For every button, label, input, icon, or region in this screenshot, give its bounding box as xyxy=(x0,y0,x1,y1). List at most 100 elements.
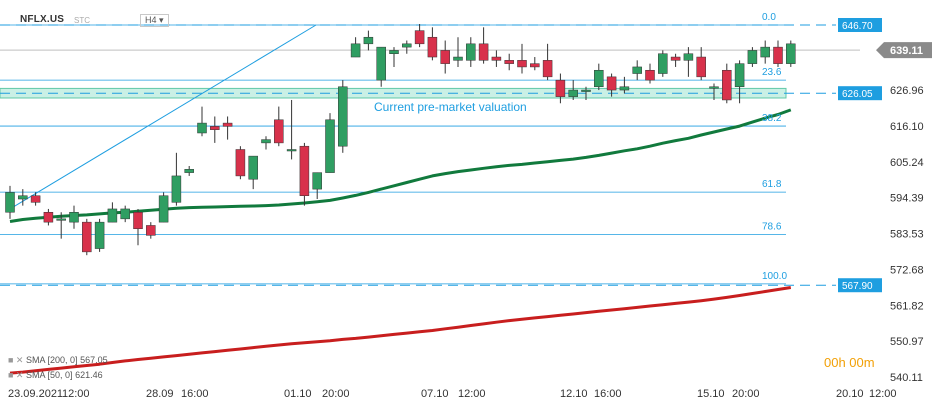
candle-bullish xyxy=(632,66,642,74)
hide-icon[interactable]: ■ ✕ xyxy=(8,370,24,380)
price-tick-label: 594.39 xyxy=(890,193,924,205)
candle-bullish xyxy=(5,192,15,213)
price-tick-label: 626.96 xyxy=(890,85,924,97)
time-tick-label: 07.10 xyxy=(421,388,449,400)
candle-bearish xyxy=(606,76,617,91)
candle-bearish xyxy=(670,56,681,61)
time-tick-label: 01.10 xyxy=(284,388,312,400)
candle-bullish xyxy=(107,208,118,223)
candle-bullish xyxy=(786,43,796,64)
candle-countdown: 00h 00m xyxy=(824,355,875,370)
candle-bullish xyxy=(658,53,668,74)
trendline xyxy=(9,24,317,210)
legend-sma-200[interactable]: ■ ✕ SMA [200, 0] 567.05 xyxy=(8,355,108,365)
legend-sma-50[interactable]: ■ ✕ SMA [50, 0] 621.46 xyxy=(8,370,103,380)
sma-line xyxy=(9,108,792,223)
candle-bullish xyxy=(581,89,591,92)
candle-bearish xyxy=(722,69,732,101)
price-level-tag xyxy=(838,86,882,101)
candle-bearish xyxy=(82,221,92,253)
fib-label: 100.0 xyxy=(762,271,787,282)
candle-bullish xyxy=(402,43,412,48)
candle-bullish xyxy=(619,86,630,91)
timeframe-value: H4 xyxy=(145,15,157,25)
price-tick-label: 572.68 xyxy=(890,264,924,276)
price-tick-label: 616.10 xyxy=(890,121,924,133)
candle-bullish xyxy=(363,36,374,45)
candle-bullish xyxy=(120,208,130,220)
time-tick-label: 12:00 xyxy=(458,388,486,400)
candle-bullish xyxy=(325,119,335,173)
candle-bullish xyxy=(760,46,770,58)
time-tick-label: 12.10 xyxy=(560,388,588,400)
candle-bearish xyxy=(235,149,246,177)
time-tick-label: 28.09 xyxy=(146,388,174,400)
candle-bearish xyxy=(773,46,783,64)
time-tick-label: 20:00 xyxy=(322,388,350,400)
time-tick-label: 20.10 xyxy=(836,388,864,400)
sma50-value: 621.46 xyxy=(75,370,103,380)
time-tick-label: 12:00 xyxy=(869,388,897,400)
time-tick-label: 23.09.2021 xyxy=(8,388,63,400)
candle-bearish xyxy=(274,119,284,144)
candle-bearish xyxy=(43,211,54,223)
price-tick-label: 540.11 xyxy=(890,372,923,384)
hide-icon[interactable]: ■ ✕ xyxy=(8,355,24,365)
timeframe-select[interactable]: H4 ▾ xyxy=(140,14,169,27)
price-level-value: 567.90 xyxy=(842,281,873,292)
price-level-value: 646.70 xyxy=(842,21,873,32)
candle-bullish xyxy=(350,43,361,58)
candle-bullish xyxy=(683,53,694,61)
candle-bearish xyxy=(414,30,425,45)
candle-bearish xyxy=(30,195,41,203)
candle-bearish xyxy=(696,56,706,78)
candle-bullish xyxy=(286,149,297,152)
candle-bullish xyxy=(94,221,105,249)
candle-bullish xyxy=(171,175,182,203)
trendline-layer xyxy=(9,24,317,210)
fib-label: 38.2 xyxy=(762,113,782,124)
pre-market-annotation: Current pre-market valuation xyxy=(374,100,527,114)
candle-bullish xyxy=(184,169,194,173)
candle-bullish xyxy=(389,50,399,54)
candle-bullish xyxy=(709,86,719,89)
current-price-tag xyxy=(876,42,932,59)
time-tick-label: 20:00 xyxy=(732,388,760,400)
candle-bullish xyxy=(261,139,271,144)
price-tick-label: 583.53 xyxy=(890,229,924,241)
chevron-down-icon: ▾ xyxy=(159,15,164,25)
candle-bullish xyxy=(376,46,386,81)
time-axis[interactable]: 23.09.2021 12:00 28.09 16:00 01.10 20:00 07.10… xyxy=(8,388,897,400)
time-tick-label: 16:00 xyxy=(181,388,209,400)
sma50-name: 50, 0 xyxy=(50,370,71,380)
candle-bearish xyxy=(530,63,540,68)
candle-bullish xyxy=(453,56,463,61)
candle-bearish xyxy=(299,145,310,196)
candle-bullish xyxy=(594,69,604,88)
candle-bullish xyxy=(158,195,169,223)
candle-bullish xyxy=(56,218,66,221)
price-level-value: 626.05 xyxy=(842,89,873,100)
candle-bearish xyxy=(146,225,156,236)
candle-bullish xyxy=(734,63,745,88)
candle-bearish xyxy=(427,36,438,58)
sma-line xyxy=(9,286,792,375)
candle-bullish xyxy=(568,89,578,97)
candle-bearish xyxy=(645,69,655,81)
time-tick-label: 16:00 xyxy=(594,388,622,400)
fib-label: 23.6 xyxy=(762,67,782,78)
sma-layer xyxy=(9,108,792,375)
candle-bearish xyxy=(491,56,502,61)
candle-bearish xyxy=(517,60,527,68)
time-tick-label: 15.10 xyxy=(697,388,725,400)
candle-bearish xyxy=(542,60,553,78)
symbol-label[interactable]: NFLX.US xyxy=(20,14,65,25)
fib-label: 0.0 xyxy=(762,12,776,23)
price-level-lines xyxy=(0,24,860,286)
price-axis[interactable]: 646.70 626.05 567.90 639.11 626.96 616.10 605.… xyxy=(838,18,932,384)
candle-bullish xyxy=(18,195,28,200)
candle-bullish xyxy=(312,172,322,190)
price-tick-label: 605.24 xyxy=(890,157,924,169)
sma200-name: 200, 0 xyxy=(50,355,76,365)
